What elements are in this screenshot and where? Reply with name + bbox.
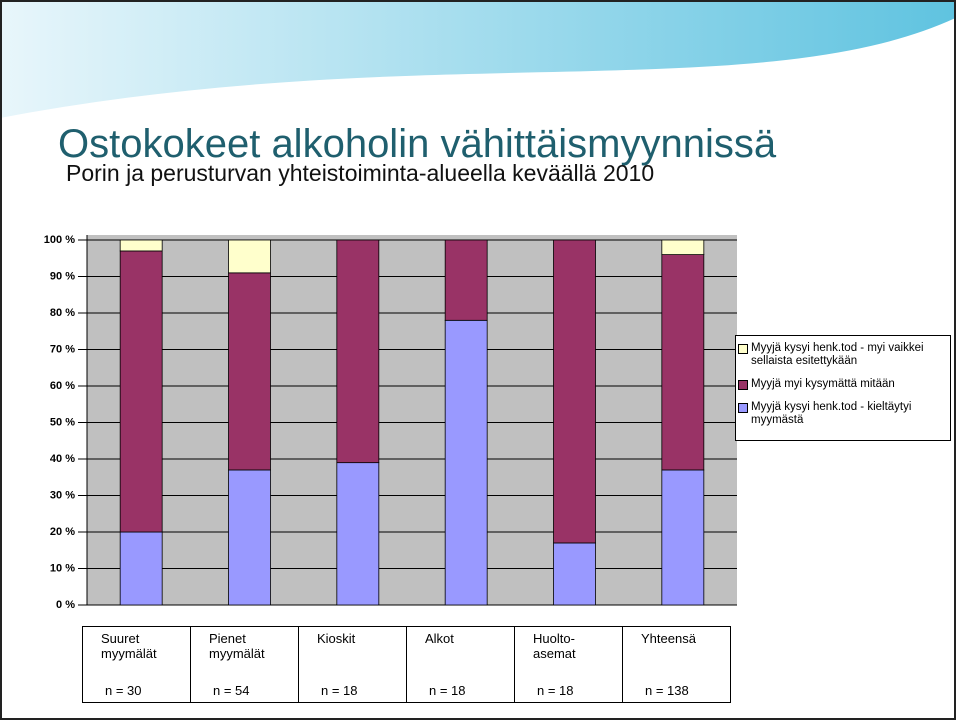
y-tick-label: 60 % xyxy=(50,380,75,392)
bar-segment xyxy=(336,462,380,606)
category-label: Suuret myymälät xyxy=(101,631,157,661)
sample-size: n = 18 xyxy=(321,683,358,698)
bar-segment xyxy=(444,319,488,606)
bar-segment xyxy=(119,250,163,533)
category-label: Yhteensä xyxy=(641,631,696,646)
category-cell: Pienet myymälät n = 54 xyxy=(190,626,299,703)
sample-size: n = 30 xyxy=(105,683,142,698)
y-tick-label: 70 % xyxy=(50,343,75,355)
decor-line xyxy=(0,18,956,122)
bar-segment xyxy=(228,469,271,606)
y-tick-label: 40 % xyxy=(50,453,75,465)
plot-area xyxy=(87,235,737,605)
y-tick-label: 20 % xyxy=(50,526,75,538)
legend-entry: Myyjä myi kysymättä mitään xyxy=(738,378,948,391)
bar-segment xyxy=(336,239,380,464)
decor-wave xyxy=(0,0,956,120)
category-label: Alkot xyxy=(425,631,454,646)
bar-segment xyxy=(661,239,705,256)
sample-size: n = 54 xyxy=(213,683,250,698)
legend-swatch xyxy=(738,403,748,413)
y-tick-label: 10 % xyxy=(50,562,75,574)
category-label: Kioskit xyxy=(317,631,356,646)
title: Ostokokeet alkoholin vähittäismyynnissä xyxy=(58,122,777,166)
legend-entry: Myyjä kysyi henk.tod - kieltäytyi myymäs… xyxy=(738,401,948,427)
bar-segment xyxy=(119,239,163,252)
sample-size: n = 138 xyxy=(645,683,689,698)
legend-entry: Myyjä kysyi henk.tod - myi vaikkei sella… xyxy=(738,342,948,368)
y-tick-label: 80 % xyxy=(50,307,75,319)
bar-segment xyxy=(661,469,705,606)
legend-swatch xyxy=(738,380,748,390)
category-cell: Suuret myymälät n = 30 xyxy=(82,626,191,703)
sample-size: n = 18 xyxy=(429,683,466,698)
sample-size: n = 18 xyxy=(537,683,574,698)
bar-segment xyxy=(553,542,596,606)
bar-segment xyxy=(228,272,271,471)
bar-segment xyxy=(119,531,163,606)
bar-segment xyxy=(444,239,488,321)
subtitle: Porin ja perusturvan yhteistoiminta-alue… xyxy=(66,160,655,186)
legend-label: Myyjä kysyi henk.tod - myi vaikkei sella… xyxy=(751,342,924,367)
category-cell: Alkot n = 18 xyxy=(406,626,515,703)
y-tick-label: 100 % xyxy=(44,234,75,246)
y-tick-label: 0 % xyxy=(56,599,75,611)
bar-segment xyxy=(228,239,271,274)
category-cell: Huolto-asemat n = 18 xyxy=(514,626,623,703)
bar-segment xyxy=(661,254,705,471)
y-tick-label: 90 % xyxy=(50,270,75,282)
category-cell: Kioskit n = 18 xyxy=(298,626,407,703)
category-table: Suuret myymälät n = 30 Pienet myymälät n = … xyxy=(82,626,731,703)
y-tick-label: 50 % xyxy=(50,416,75,428)
y-tick-label: 30 % xyxy=(50,489,75,501)
legend-label: Myyjä myi kysymättä mitään xyxy=(751,378,895,390)
bar-segment xyxy=(553,239,596,544)
legend-label: Myyjä kysyi henk.tod - kieltäytyi myymäs… xyxy=(751,401,912,426)
legend-swatch xyxy=(738,344,748,354)
category-cell: Yhteensä n = 138 xyxy=(622,626,731,703)
category-label: Pienet myymälät xyxy=(209,631,265,661)
legend: Myyjä kysyi henk.tod - myi vaikkei sella… xyxy=(735,335,951,441)
category-label: Huolto-asemat xyxy=(533,631,576,661)
